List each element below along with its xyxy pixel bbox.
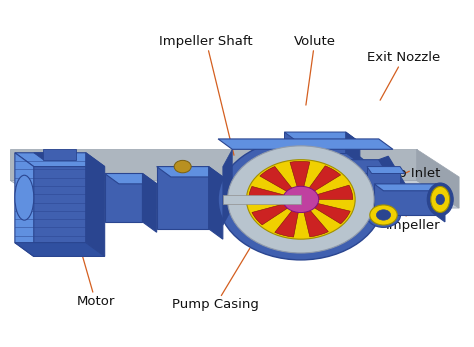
- Polygon shape: [346, 132, 360, 163]
- Text: Pump Casing: Pump Casing: [172, 248, 259, 311]
- Text: Motor: Motor: [61, 180, 115, 308]
- Polygon shape: [105, 174, 143, 222]
- Polygon shape: [43, 149, 76, 160]
- Ellipse shape: [15, 175, 34, 220]
- Ellipse shape: [427, 183, 453, 216]
- Circle shape: [228, 146, 374, 253]
- Polygon shape: [367, 167, 400, 194]
- Polygon shape: [374, 184, 445, 191]
- Polygon shape: [436, 184, 445, 222]
- Ellipse shape: [366, 203, 401, 227]
- Wedge shape: [301, 200, 328, 237]
- Text: Pump Inlet: Pump Inlet: [369, 167, 440, 180]
- Wedge shape: [290, 161, 310, 200]
- Circle shape: [174, 160, 191, 173]
- Ellipse shape: [436, 194, 445, 205]
- Polygon shape: [105, 174, 156, 184]
- Polygon shape: [374, 184, 436, 215]
- Polygon shape: [218, 139, 393, 149]
- Circle shape: [218, 139, 383, 260]
- Text: Impeller: Impeller: [385, 203, 440, 232]
- Circle shape: [283, 186, 319, 213]
- Circle shape: [34, 180, 43, 187]
- Wedge shape: [252, 200, 301, 225]
- Polygon shape: [209, 167, 223, 239]
- Text: Exit Nozzle: Exit Nozzle: [367, 51, 440, 100]
- Polygon shape: [284, 132, 346, 153]
- Wedge shape: [275, 200, 301, 237]
- Circle shape: [341, 194, 350, 201]
- Circle shape: [294, 191, 303, 198]
- Wedge shape: [301, 166, 341, 200]
- Ellipse shape: [376, 210, 391, 220]
- Polygon shape: [10, 180, 459, 208]
- Ellipse shape: [370, 205, 397, 225]
- Circle shape: [76, 187, 86, 194]
- Circle shape: [246, 160, 355, 239]
- Polygon shape: [15, 153, 34, 256]
- Polygon shape: [156, 167, 209, 229]
- Polygon shape: [346, 160, 388, 174]
- Polygon shape: [367, 167, 405, 174]
- Polygon shape: [284, 132, 360, 142]
- Polygon shape: [15, 243, 105, 256]
- Polygon shape: [223, 195, 301, 204]
- Polygon shape: [223, 149, 232, 225]
- Polygon shape: [34, 153, 76, 160]
- Wedge shape: [301, 185, 353, 200]
- Polygon shape: [143, 174, 156, 232]
- Wedge shape: [260, 167, 301, 200]
- Polygon shape: [15, 153, 105, 167]
- Polygon shape: [156, 167, 223, 177]
- Text: Volute: Volute: [294, 35, 336, 105]
- Polygon shape: [10, 149, 417, 180]
- Text: Impeller Shaft: Impeller Shaft: [159, 35, 253, 155]
- Polygon shape: [15, 153, 86, 243]
- Wedge shape: [249, 186, 301, 201]
- Wedge shape: [301, 200, 350, 224]
- Ellipse shape: [431, 186, 450, 212]
- Polygon shape: [379, 156, 407, 191]
- Polygon shape: [417, 149, 459, 208]
- Polygon shape: [86, 153, 105, 256]
